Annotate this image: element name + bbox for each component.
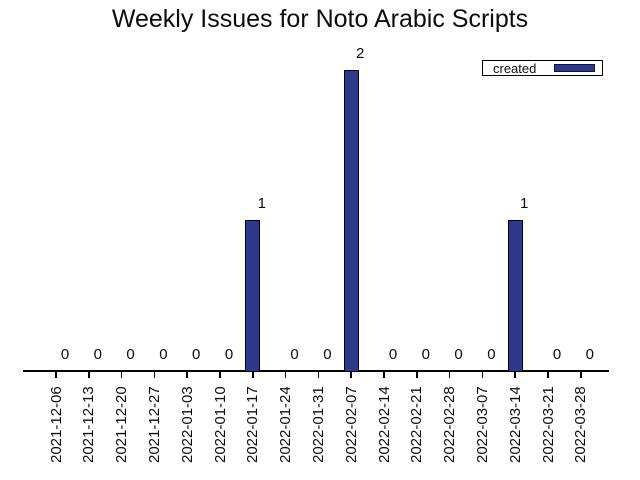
x-tick-mark [219, 370, 221, 378]
legend-label-created: created [493, 60, 537, 76]
x-tick-mark [350, 370, 352, 378]
value-label-2021-12-06: 0 [60, 346, 70, 363]
x-tick-label-2021-12-27: 2021-12-27 [145, 386, 163, 463]
value-label-2022-02-28: 0 [454, 346, 463, 363]
x-tick-mark [153, 370, 156, 378]
x-tick-mark [186, 370, 188, 378]
x-tick-label-2022-02-14: 2022-02-14 [375, 386, 393, 463]
x-tick-mark [88, 370, 90, 378]
x-tick-mark [284, 370, 287, 378]
value-label-2021-12-20: 0 [126, 346, 135, 363]
x-tick-label-2022-02-07: 2022-02-07 [342, 386, 360, 463]
x-tick-label-2022-03-07: 2022-03-07 [473, 386, 491, 463]
x-tick-mark [448, 370, 451, 378]
bar-2022-02-07 [343, 70, 359, 372]
x-tick-label-2022-02-21: 2022-02-21 [408, 386, 426, 463]
x-tick-mark [416, 370, 418, 378]
legend-swatch-icon [554, 64, 595, 72]
x-tick-label-2021-12-20: 2021-12-20 [113, 386, 131, 463]
value-label-2022-02-14: 0 [388, 346, 398, 363]
x-tick-mark [55, 370, 57, 378]
chart-title: Weekly Issues for Noto Arabic Scripts [111, 5, 529, 33]
x-tick-label-2022-03-21: 2022-03-21 [539, 386, 557, 463]
x-tick-mark [383, 370, 385, 378]
bar-2022-03-14 [507, 220, 523, 372]
x-tick-label-2022-03-14: 2022-03-14 [506, 386, 524, 463]
legend: created [482, 60, 603, 76]
x-tick-label-2022-02-28: 2022-02-28 [441, 386, 459, 463]
x-axis-line [23, 370, 609, 372]
x-tick-label-2022-01-31: 2022-01-31 [309, 386, 327, 463]
x-tick-label-2022-01-03: 2022-01-03 [178, 386, 196, 463]
value-label-2022-01-03: 0 [192, 346, 201, 363]
value-label-2022-03-07: 0 [487, 346, 496, 363]
value-label-2022-01-24: 0 [290, 346, 299, 363]
x-tick-label-2022-01-24: 2022-01-24 [277, 386, 295, 463]
bar-2022-01-17 [245, 220, 261, 372]
value-label-2022-03-28: 0 [585, 346, 594, 363]
x-tick-mark [514, 370, 516, 378]
x-tick-mark [252, 370, 254, 378]
value-label-2021-12-27: 0 [159, 346, 168, 363]
x-tick-label-2021-12-06: 2021-12-06 [47, 386, 65, 463]
value-label-2022-01-31: 0 [323, 346, 332, 363]
x-tick-mark [481, 370, 484, 378]
x-tick-label-2021-12-13: 2021-12-13 [80, 386, 98, 463]
value-label-2022-03-14: 1 [520, 195, 529, 212]
x-tick-label-2022-01-10: 2022-01-10 [211, 386, 229, 463]
x-tick-mark [120, 370, 123, 378]
x-tick-mark [547, 370, 549, 378]
value-label-2022-01-10: 0 [224, 346, 234, 363]
x-tick-mark [580, 370, 582, 378]
value-label-2022-03-21: 0 [552, 346, 562, 363]
value-label-2022-02-21: 0 [421, 346, 430, 363]
x-tick-mark [317, 370, 320, 378]
x-tick-label-2022-03-28: 2022-03-28 [572, 386, 590, 463]
value-label-2021-12-13: 0 [93, 346, 102, 363]
x-tick-label-2022-01-17: 2022-01-17 [244, 386, 262, 463]
value-label-2022-01-17: 1 [257, 195, 266, 212]
value-label-2022-02-07: 2 [356, 45, 365, 62]
